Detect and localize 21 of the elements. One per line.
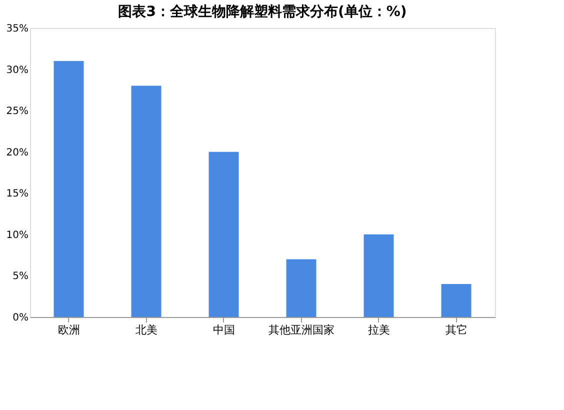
chart-title: 图表3：全球生物降解塑料需求分布(单位：%) [118, 3, 407, 20]
y-tick-label: 20% [6, 147, 28, 158]
bar [54, 61, 84, 317]
x-tick-label: 拉美 [368, 324, 390, 336]
y-tick-label: 30% [6, 64, 28, 76]
x-tick-label: 北美 [135, 324, 158, 336]
y-tick-label: 5% [12, 271, 28, 282]
bar [131, 86, 162, 317]
y-tick-label: 10% [6, 230, 28, 241]
x-tick-label: 欧洲 [58, 324, 80, 336]
x-tick-label: 中国 [212, 324, 235, 336]
x-tick-label: 其它 [445, 324, 468, 336]
bar [364, 234, 394, 317]
y-tick-label: 15% [6, 188, 28, 200]
bar [208, 152, 239, 317]
y-tick-label: 0% [12, 312, 28, 324]
y-tick-label: 35% [6, 24, 28, 34]
bar [441, 284, 472, 317]
x-tick-label: 其他亚洲国家 [268, 324, 334, 336]
y-tick-label: 25% [6, 106, 28, 118]
bar [286, 259, 316, 317]
